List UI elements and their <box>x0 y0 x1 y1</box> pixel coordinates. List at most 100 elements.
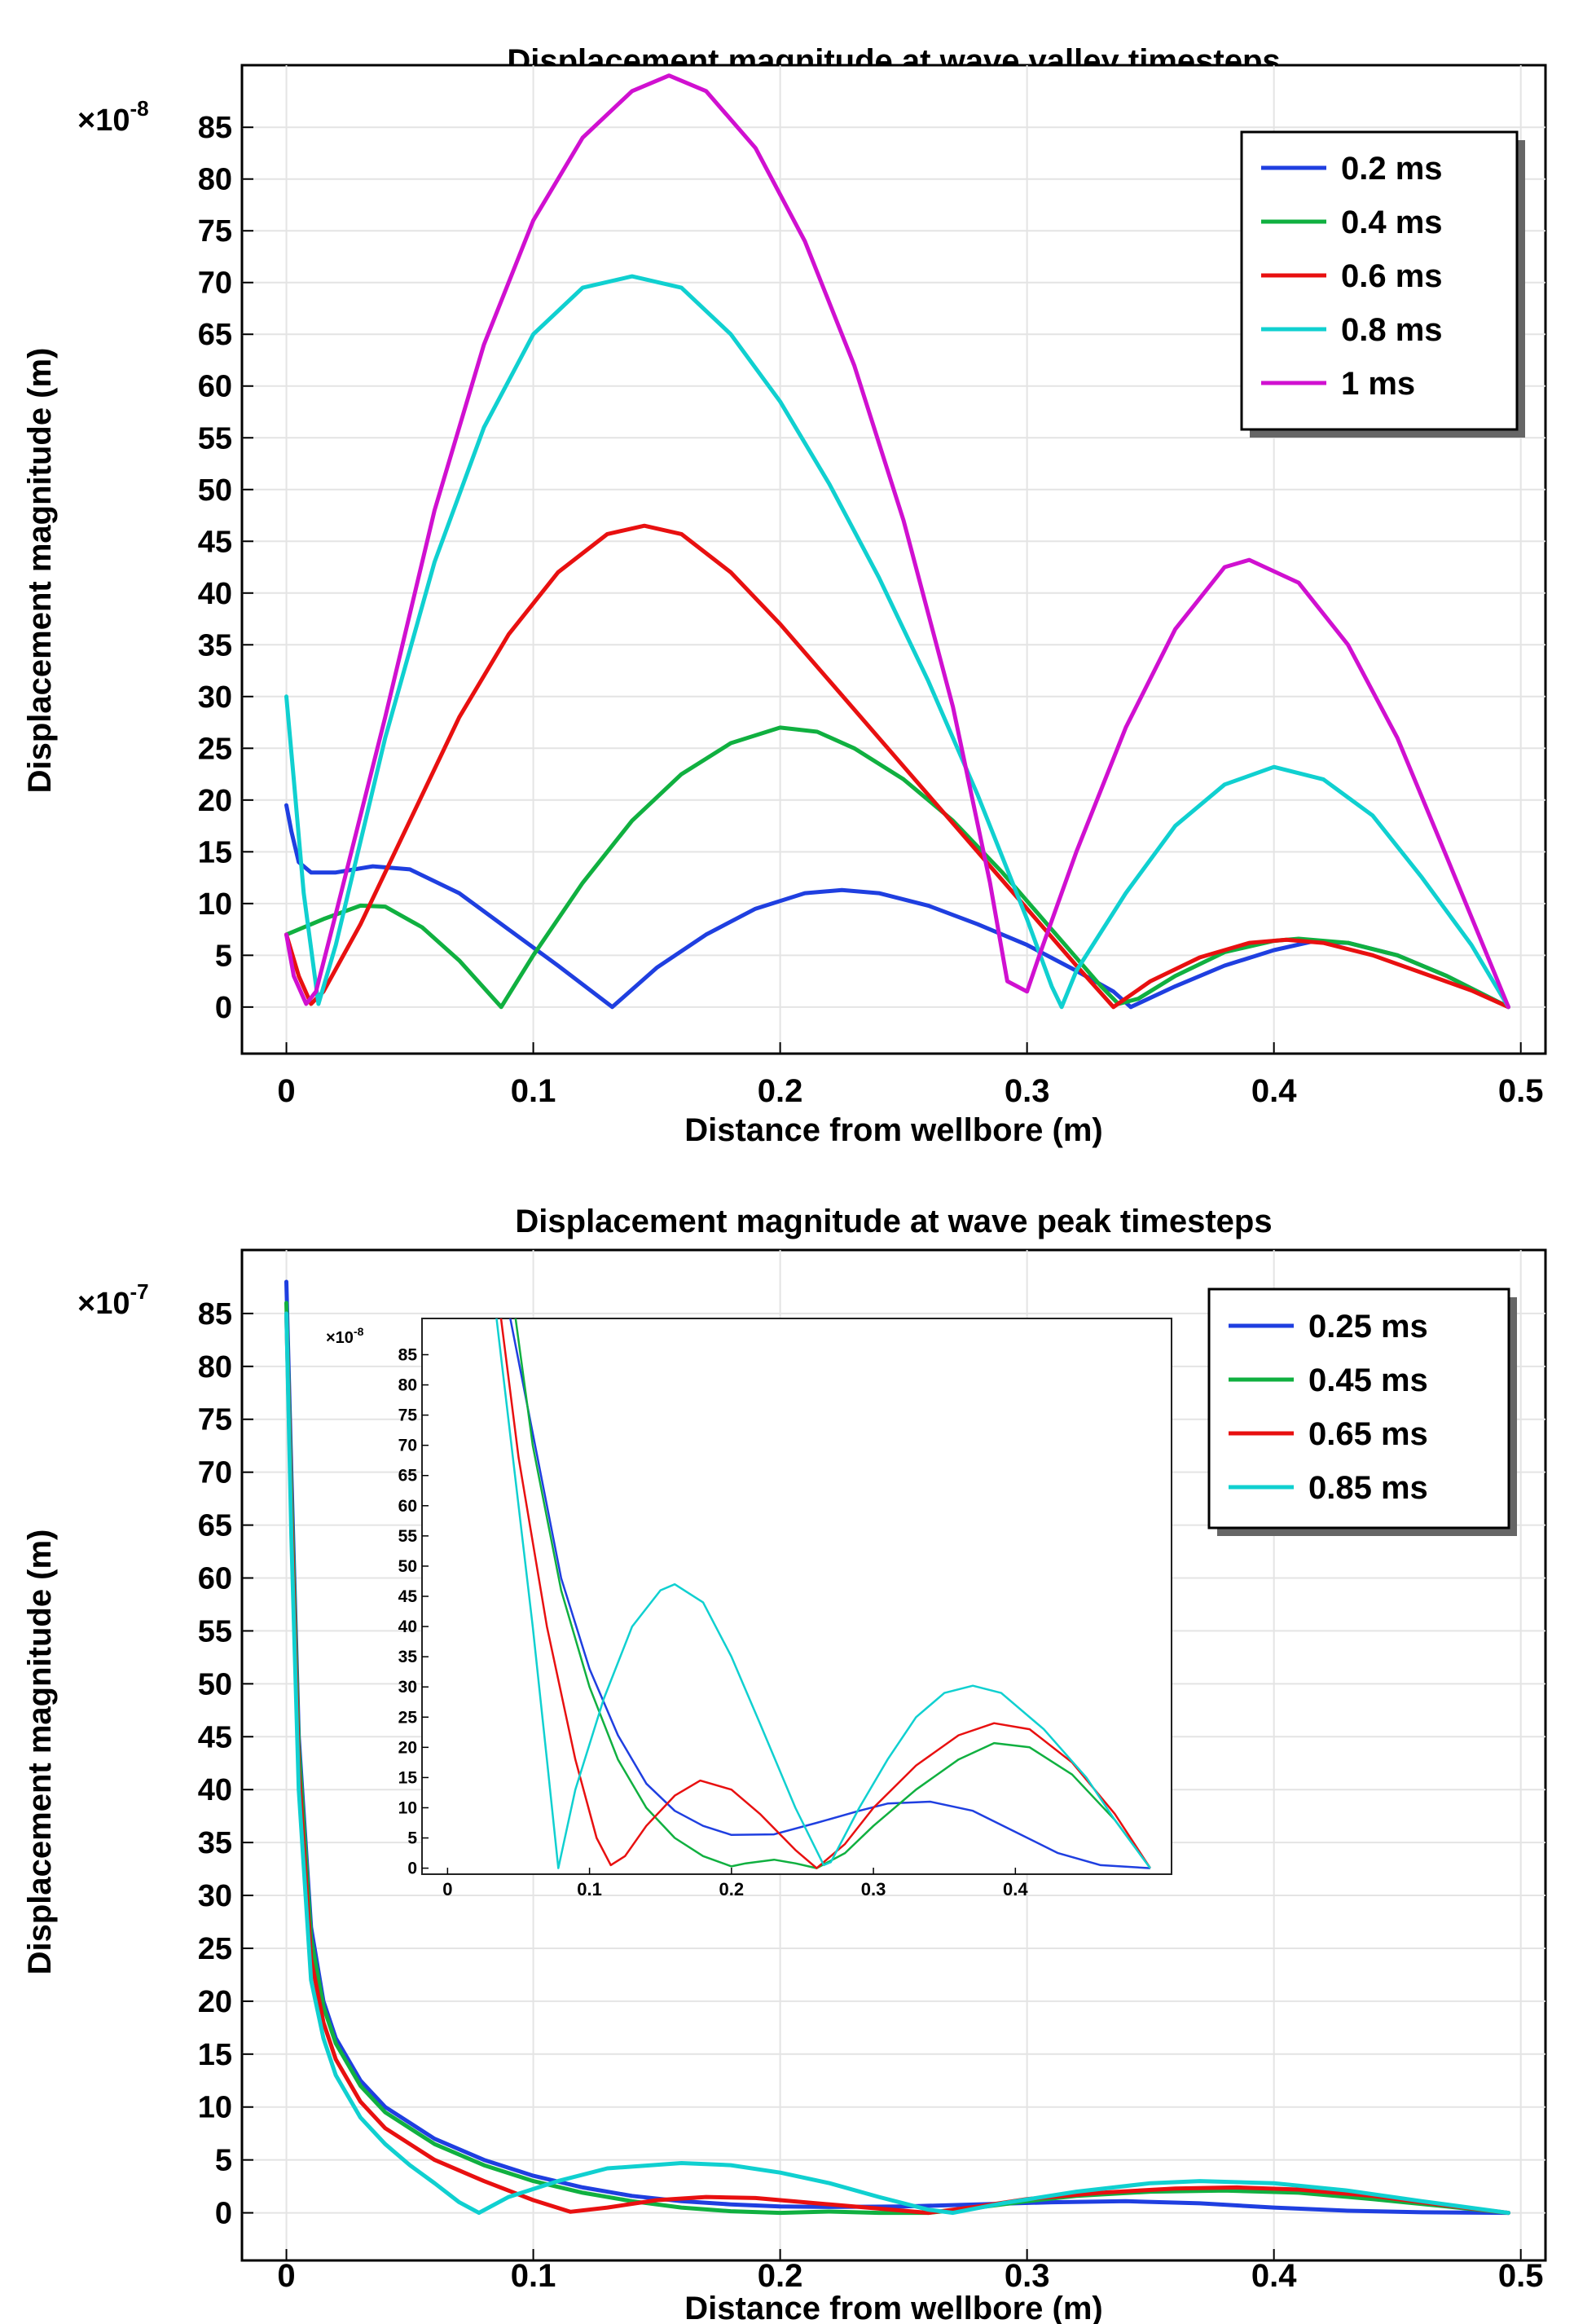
inset-x-tick-label: 0.1 <box>577 1879 602 1899</box>
valley-series <box>284 73 1510 1010</box>
valley-x-tick-label: 0 <box>277 1073 295 1109</box>
svg-text:×10-8: ×10-8 <box>77 96 149 138</box>
inset-series-line <box>499 1318 1151 1869</box>
peak-x-tick-label: 0.5 <box>1498 2258 1544 2294</box>
peak-chart: Displacement magnitude at wave peak time… <box>22 1204 1547 2324</box>
peak-y-tick-label: 75 <box>198 1403 232 1437</box>
peak-y-tick-label: 50 <box>198 1667 232 1701</box>
inset-y-tick-label: 50 <box>398 1557 417 1576</box>
peak-y-tick-label: 10 <box>198 2091 232 2125</box>
valley-legend-label: 1 ms <box>1341 366 1415 402</box>
inset-x-tick-label: 0.2 <box>719 1879 745 1899</box>
valley-y-tick-label: 65 <box>198 318 232 352</box>
peak-y-axis-label: Displacement magnitude (m) <box>22 1530 58 1975</box>
valley-x-tick-label: 0.3 <box>1005 1073 1050 1109</box>
peak-y-tick-label: 60 <box>198 1562 232 1596</box>
inset-y-tick-label: 30 <box>398 1678 417 1697</box>
peak-x-tick-label: 0.3 <box>1005 2258 1050 2294</box>
valley-multiplier-exponent: -8 <box>130 96 148 121</box>
valley-y-tick-label: 5 <box>215 939 232 973</box>
valley-y-ticks: 0 5 10 15 20 25 30 35 40 45 50 55 60 65 70 75 80 85 <box>198 111 253 1025</box>
peak-y-tick-label: 85 <box>198 1297 232 1331</box>
valley-multiplier: ×10-8 <box>77 96 149 138</box>
svg-text:×10-8: ×10-8 <box>326 1325 364 1347</box>
inset-multiplier-exponent: -8 <box>354 1325 364 1338</box>
peak-series-line <box>284 1311 1510 2216</box>
peak-legend-label: 0.45 ms <box>1308 1362 1428 1398</box>
inset-y-tick-label: 40 <box>398 1618 417 1636</box>
valley-y-axis-label: Displacement magnitude (m) <box>22 348 58 794</box>
inset-y-tick-label: 60 <box>398 1497 417 1516</box>
inset-y-tick-label: 0 <box>407 1860 417 1878</box>
valley-legend-label: 0.2 ms <box>1341 151 1443 187</box>
peak-y-tick-label: 80 <box>198 1350 232 1384</box>
inset-y-tick-label: 70 <box>398 1437 417 1455</box>
valley-x-tick-label: 0.4 <box>1251 1073 1297 1109</box>
valley-multiplier-base: ×10 <box>77 103 130 138</box>
valley-x-tick-label: 0.1 <box>511 1073 556 1109</box>
peak-legend-label: 0.65 ms <box>1308 1416 1428 1452</box>
peak-x-tick-label: 0.4 <box>1251 2258 1297 2294</box>
inset-x-ticks: 0 0.1 0.2 0.3 0.4 <box>442 1868 1028 1899</box>
valley-y-tick-label: 10 <box>198 887 232 922</box>
valley-y-tick-label: 35 <box>198 628 232 662</box>
peak-x-tick-label: 0.2 <box>758 2258 803 2294</box>
valley-y-tick-label: 75 <box>198 214 232 249</box>
valley-y-tick-label: 80 <box>198 163 232 197</box>
valley-y-tick-label: 25 <box>198 732 232 766</box>
peak-multiplier: ×10-7 <box>77 1279 149 1321</box>
valley-series-line <box>284 523 1510 1010</box>
peak-multiplier-exponent: -7 <box>130 1279 148 1304</box>
peak-y-tick-label: 70 <box>198 1456 232 1490</box>
peak-y-tick-label: 45 <box>198 1720 232 1754</box>
valley-x-ticks: 0 0.1 0.2 0.3 0.4 0.5 <box>277 1042 1544 1109</box>
valley-y-tick-label: 20 <box>198 784 232 818</box>
inset-y-tick-label: 45 <box>398 1587 418 1606</box>
valley-x-axis-label: Distance from wellbore (m) <box>684 1112 1102 1148</box>
valley-legend-box <box>1240 130 1519 431</box>
inset-y-tick-label: 65 <box>398 1467 418 1486</box>
inset-series-line <box>509 1318 1150 1869</box>
valley-y-tick-label: 30 <box>198 680 232 715</box>
peak-x-axis-label: Distance from wellbore (m) <box>684 2291 1102 2324</box>
inset-x-tick-label: 0.4 <box>1003 1879 1028 1899</box>
peak-y-tick-label: 5 <box>215 2144 232 2178</box>
inset-series-line <box>514 1318 1151 1869</box>
peak-multiplier-base: ×10 <box>77 1287 130 1321</box>
inset-x-tick-label: 0.3 <box>861 1879 886 1899</box>
peak-y-tick-label: 55 <box>198 1614 232 1648</box>
peak-y-ticks: 0 5 10 15 20 25 30 35 40 45 50 55 60 65 70 75 80 85 <box>198 1297 253 2231</box>
peak-chart-title: Displacement magnitude at wave peak time… <box>515 1204 1272 1239</box>
inset-plot-area <box>421 1318 1172 1875</box>
peak-y-tick-label: 0 <box>215 2197 232 2231</box>
peak-y-tick-label: 65 <box>198 1509 232 1543</box>
valley-y-tick-label: 55 <box>198 421 232 456</box>
valley-y-tick-label: 50 <box>198 473 232 508</box>
valley-y-tick-label: 60 <box>198 370 232 404</box>
peak-legend-label: 0.85 ms <box>1308 1470 1428 1506</box>
peak-y-tick-label: 35 <box>198 1826 232 1860</box>
valley-legend: 0.2 ms 0.4 ms 0.6 ms 0.8 ms 1 ms <box>1240 130 1525 438</box>
peak-y-tick-label: 30 <box>198 1879 232 1913</box>
svg-text:×10-7: ×10-7 <box>77 1279 149 1321</box>
peak-y-tick-label: 15 <box>198 2038 232 2072</box>
valley-y-tick-label: 45 <box>198 525 232 559</box>
peak-legend-label: 0.25 ms <box>1308 1309 1428 1345</box>
valley-x-tick-label: 0.5 <box>1498 1073 1544 1109</box>
peak-y-tick-label: 25 <box>198 1932 232 1966</box>
valley-legend-label: 0.4 ms <box>1341 205 1443 240</box>
inset-y-tick-label: 15 <box>398 1768 418 1787</box>
valley-y-tick-label: 40 <box>198 577 232 611</box>
inset-y-tick-label: 80 <box>398 1376 417 1395</box>
valley-series-line <box>284 73 1510 1010</box>
valley-legend-label: 0.6 ms <box>1341 258 1443 294</box>
peak-series <box>284 1279 1510 2216</box>
peak-x-tick-label: 0.1 <box>511 2258 556 2294</box>
inset-y-tick-label: 75 <box>398 1406 418 1425</box>
valley-legend-label: 0.8 ms <box>1341 312 1443 348</box>
valley-y-tick-label: 15 <box>198 835 232 869</box>
peak-legend: 0.25 ms 0.45 ms 0.65 ms 0.85 ms <box>1207 1287 1517 1536</box>
inset-y-tick-label: 85 <box>398 1345 418 1364</box>
